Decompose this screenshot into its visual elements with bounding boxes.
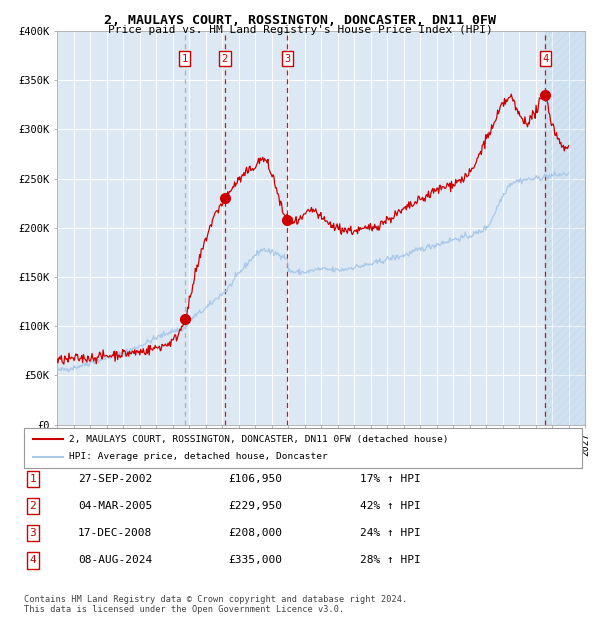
Text: 28% ↑ HPI: 28% ↑ HPI	[360, 556, 421, 565]
Text: 04-MAR-2005: 04-MAR-2005	[78, 501, 152, 511]
Text: 2: 2	[29, 501, 37, 511]
Text: 2, MAULAYS COURT, ROSSINGTON, DONCASTER, DN11 0FW (detached house): 2, MAULAYS COURT, ROSSINGTON, DONCASTER,…	[69, 435, 449, 443]
Text: This data is licensed under the Open Government Licence v3.0.: This data is licensed under the Open Gov…	[24, 604, 344, 614]
Text: 42% ↑ HPI: 42% ↑ HPI	[360, 501, 421, 511]
Text: 08-AUG-2024: 08-AUG-2024	[78, 556, 152, 565]
Text: 4: 4	[29, 556, 37, 565]
Text: 17% ↑ HPI: 17% ↑ HPI	[360, 474, 421, 484]
Text: 2: 2	[221, 53, 228, 64]
Text: £335,000: £335,000	[228, 556, 282, 565]
Text: 1: 1	[182, 53, 188, 64]
Text: £208,000: £208,000	[228, 528, 282, 538]
Text: 4: 4	[542, 53, 548, 64]
Text: 17-DEC-2008: 17-DEC-2008	[78, 528, 152, 538]
Text: 27-SEP-2002: 27-SEP-2002	[78, 474, 152, 484]
Text: Price paid vs. HM Land Registry's House Price Index (HPI): Price paid vs. HM Land Registry's House …	[107, 25, 493, 35]
Text: Contains HM Land Registry data © Crown copyright and database right 2024.: Contains HM Land Registry data © Crown c…	[24, 595, 407, 604]
Text: HPI: Average price, detached house, Doncaster: HPI: Average price, detached house, Donc…	[69, 453, 328, 461]
Text: 3: 3	[284, 53, 290, 64]
Text: 2, MAULAYS COURT, ROSSINGTON, DONCASTER, DN11 0FW: 2, MAULAYS COURT, ROSSINGTON, DONCASTER,…	[104, 14, 496, 27]
Bar	[545, 31, 585, 425]
Bar	[545, 31, 585, 425]
Text: 24% ↑ HPI: 24% ↑ HPI	[360, 528, 421, 538]
Text: £106,950: £106,950	[228, 474, 282, 484]
Text: 1: 1	[29, 474, 37, 484]
Text: £229,950: £229,950	[228, 501, 282, 511]
Text: 3: 3	[29, 528, 37, 538]
